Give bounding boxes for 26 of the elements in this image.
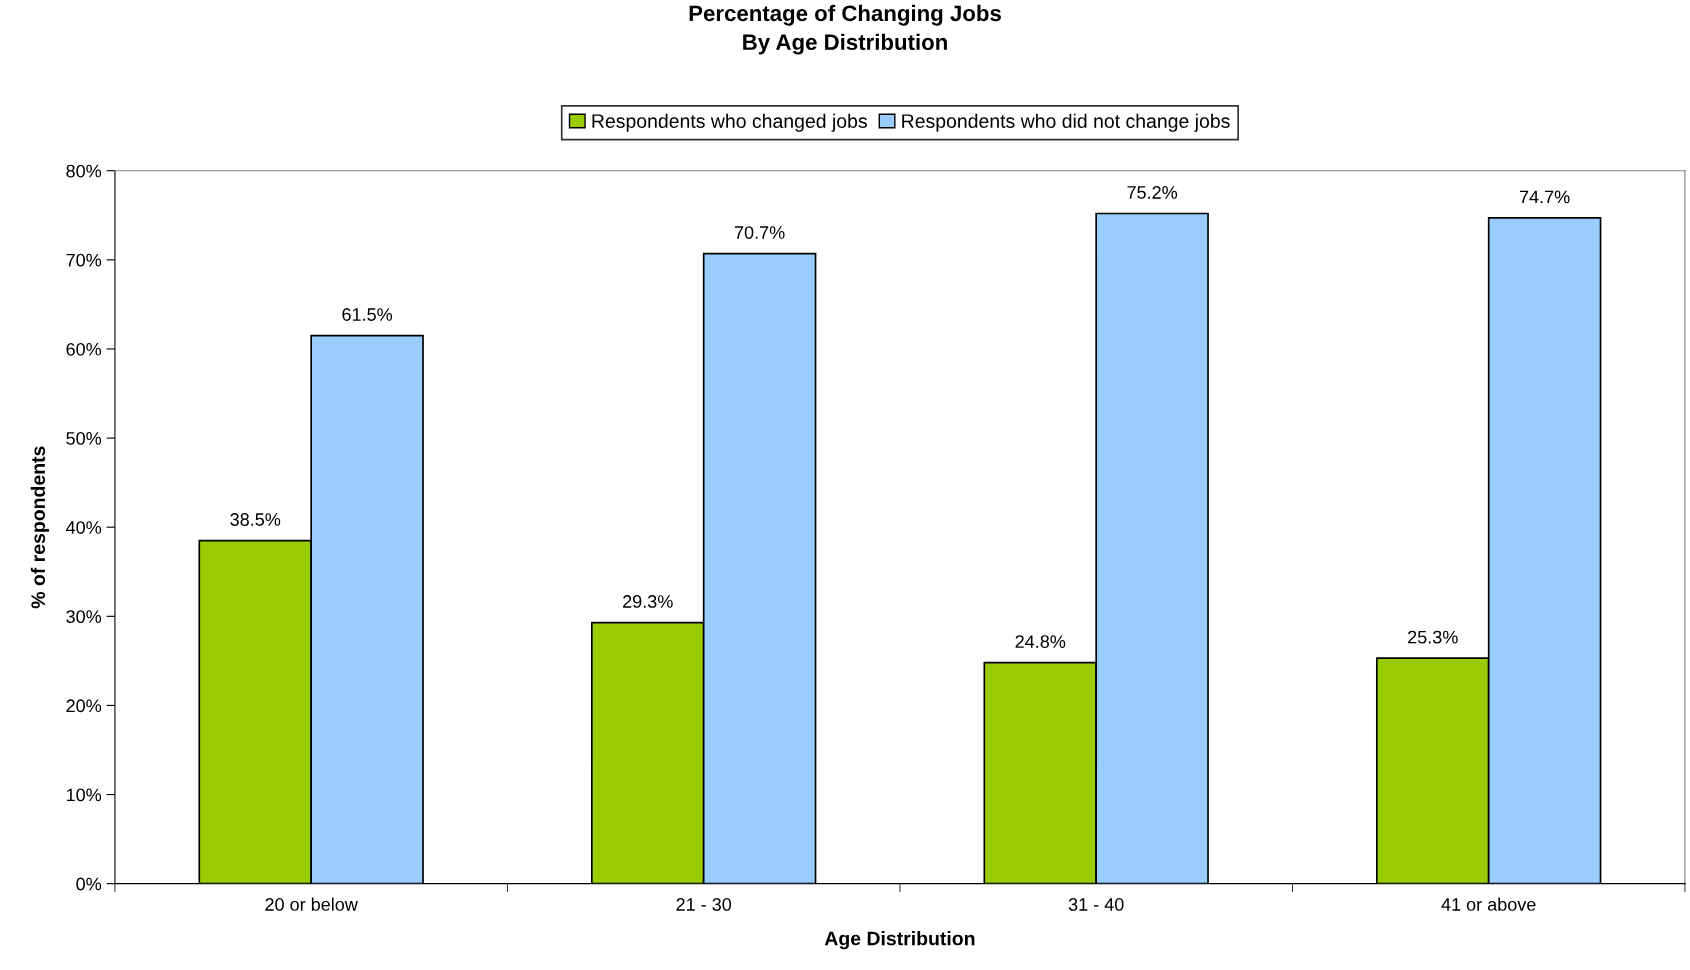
- data-label: 61.5%: [342, 308, 393, 321]
- legend-label: Respondents who changed jobs: [592, 113, 867, 132]
- data-label: 29.3%: [623, 595, 673, 608]
- data-label: 75.2%: [1127, 186, 1178, 199]
- data-label: 38.5%: [230, 513, 281, 526]
- y-tick-label: 10%: [66, 788, 102, 802]
- x-tick-label: 21 - 30: [676, 898, 732, 911]
- x-tick-label: 20 or below: [265, 897, 358, 911]
- data-label: 74.7%: [1519, 190, 1570, 204]
- y-tick-label: 80%: [66, 164, 102, 178]
- y-tick-label: 40%: [66, 521, 102, 534]
- y-tick-label: 70%: [66, 253, 102, 267]
- chart-title: Percentage of Changing Jobs By Age Distribution: [689, 4, 1001, 55]
- y-tick-label: 50%: [66, 432, 102, 445]
- data-label: 24.8%: [1015, 635, 1066, 648]
- y-tick-label: 60%: [66, 342, 102, 356]
- x-axis-title: Age Distribution: [824, 931, 975, 950]
- y-tick-label: 0%: [76, 877, 102, 891]
- y-tick-label: 20%: [66, 699, 102, 713]
- y-tick-label: 30%: [66, 610, 102, 624]
- data-label: 25.3%: [1408, 630, 1458, 644]
- y-axis-title: % of respondents: [30, 446, 49, 609]
- legend-label: Respondents who did not change jobs: [902, 113, 1230, 132]
- x-tick-label: 31 - 40: [1068, 898, 1124, 911]
- x-tick-label: 41 or above: [1441, 897, 1536, 911]
- data-label: 70.7%: [734, 226, 785, 239]
